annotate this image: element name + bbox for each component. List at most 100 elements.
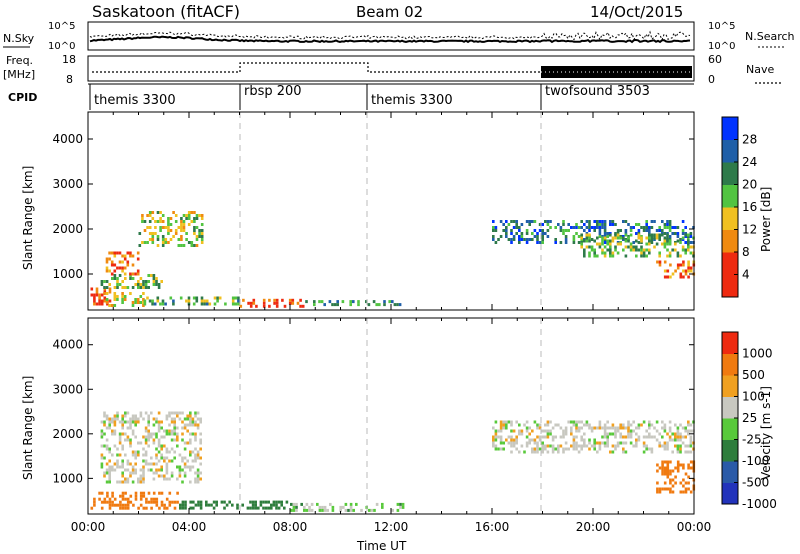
data-cell [200,223,204,226]
data-cell [645,429,648,433]
data-cell [196,423,200,427]
data-cell [676,266,680,270]
colorbar-swatch [722,139,738,163]
data-cell [687,260,690,264]
data-cell [546,432,550,436]
data-cell [572,420,576,424]
data-cell [344,508,348,512]
data-cell [655,429,659,433]
data-cell [272,500,276,504]
data-cell [216,296,219,300]
data-cell [627,236,630,240]
data-cell [205,503,208,507]
data-cell [187,241,191,244]
data-cell [288,298,292,302]
data-cell [520,432,524,436]
data-cell [544,423,547,427]
data-cell [180,229,183,232]
data-cell [598,226,602,229]
data-cell [116,480,119,484]
data-cell [176,477,179,481]
data-cell [679,432,682,436]
data-cell [183,474,187,478]
data-cell [108,474,111,478]
data-cell [194,420,197,424]
data-cell [546,429,550,433]
data-cell [110,251,114,255]
data-cell [105,444,109,448]
data-cell [134,423,137,427]
data-cell [682,466,685,470]
data-cell [687,463,690,467]
data-cell [666,441,669,445]
data-cell [126,462,130,466]
data-cell [129,423,132,427]
data-cell [111,468,114,472]
data-cell [349,508,353,512]
data-cell [134,283,137,286]
data-cell [152,438,156,442]
data-cell [645,447,648,451]
data-cell [551,435,555,439]
data-cell [585,423,589,427]
data-cell [155,283,158,286]
data-cell [136,251,140,255]
data-cell [142,494,146,498]
data-cell [157,444,161,448]
data-cell [674,438,677,442]
data-cell [152,283,156,286]
data-cell [108,417,111,421]
data-cell [151,217,155,220]
data-cell [583,438,586,442]
data-cell [510,420,513,424]
data-cell [515,447,518,451]
data-cell [570,432,573,436]
data-cell [663,466,667,470]
data-cell [103,411,106,415]
data-cell [681,426,685,430]
data-cell [676,447,680,451]
data-cell [499,435,503,439]
data-cell [105,468,109,472]
data-cell [131,301,135,304]
colorbar-tick-label: -100 [742,454,769,468]
data-cell [111,429,114,433]
data-cell [577,235,581,238]
data-cell [144,459,148,463]
data-cell [170,471,174,475]
data-cell [181,503,185,507]
data-cell [108,269,111,273]
data-cell [273,298,276,302]
data-cell [129,417,132,421]
colorbar-swatch [722,184,738,208]
data-cell [616,236,620,240]
data-cell [189,411,192,415]
data-cell [588,245,591,249]
data-cell [614,223,617,226]
colorbar-swatch [722,396,738,419]
data-cell [187,299,191,303]
cpid-segment-4: twofsound 3503 [545,84,650,99]
data-cell [163,429,166,433]
data-cell [143,299,147,303]
data-cell [655,229,659,232]
data-cell [671,432,674,436]
data-cell [150,468,153,472]
data-cell [116,462,119,466]
data-cell [121,423,124,427]
data-cell [533,420,537,424]
frequency-panel: Freq. [MHz] 18 8 60 0 Nave [3,53,782,86]
data-cell [541,429,544,433]
data-cell [328,300,332,304]
data-cell [105,462,109,466]
data-cell [103,432,106,436]
data-cell [590,226,594,229]
data-cell [150,500,153,504]
data-cell [132,503,135,507]
data-cell [674,269,677,273]
data-cell [609,233,612,237]
data-cell [655,242,659,246]
data-cell [653,236,656,240]
data-cell [199,506,203,510]
data-cell [624,254,628,258]
